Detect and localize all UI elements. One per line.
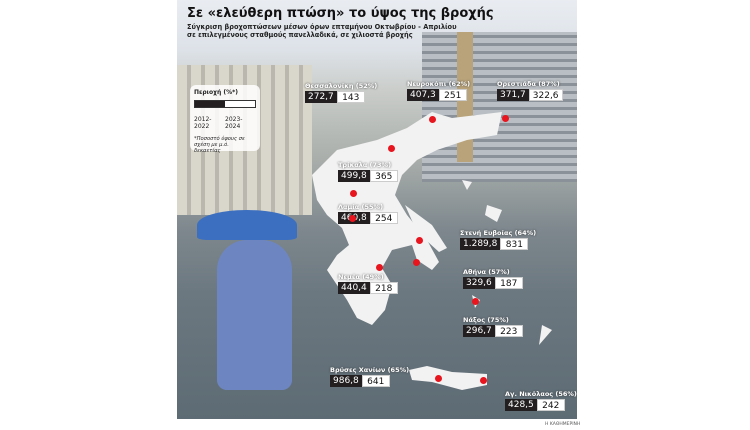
umbrella xyxy=(197,210,297,240)
station-values: 371,7 322,6 xyxy=(497,89,563,101)
greece-map xyxy=(312,112,552,390)
value-2012-2022: 296,7 xyxy=(463,325,495,337)
station-values: 986,8 641 xyxy=(330,375,390,387)
background-building xyxy=(422,32,577,182)
station-values: 296,7 223 xyxy=(463,325,523,337)
value-2012-2022: 499,8 xyxy=(338,170,370,182)
station-label: Νευροκόπι (62%) xyxy=(407,80,471,88)
evia xyxy=(405,205,447,252)
station-marker xyxy=(472,298,479,305)
page-title: Σε «ελεύθερη πτώση» το ύψος της βροχής xyxy=(187,6,494,21)
station-values: 428,5 242 xyxy=(505,399,565,411)
infographic: Σε «ελεύθερη πτώση» το ύψος της βροχής Σ… xyxy=(177,0,577,419)
value-2023-2024: 218 xyxy=(369,282,398,294)
station-label: Αθήνα (57%) xyxy=(463,268,510,276)
legend-note: *Ποσοστό ύψους σε σχέση με μ.ό. δεκαετία… xyxy=(194,136,245,154)
station-marker xyxy=(413,259,420,266)
value-2012-2022: 371,7 xyxy=(497,89,529,101)
islands xyxy=(462,180,552,345)
value-2012-2022: 440,4 xyxy=(338,282,370,294)
station-marker xyxy=(349,215,356,222)
crete xyxy=(409,366,487,390)
station-values: 440,4 218 xyxy=(338,282,398,294)
station-values: 1.289,8 831 xyxy=(460,238,529,250)
value-2023-2024: 365 xyxy=(369,170,398,182)
station-label: Τρίκαλα (73%) xyxy=(338,161,392,169)
value-2023-2024: 187 xyxy=(494,277,523,289)
station-label: Αγ. Νικόλαος (56%) xyxy=(505,390,577,398)
value-2012-2022: 329,6 xyxy=(463,277,495,289)
value-2023-2024: 254 xyxy=(369,212,398,224)
station-marker xyxy=(480,377,487,384)
value-2023-2024: 831 xyxy=(500,238,529,250)
value-2012-2022: 986,8 xyxy=(330,375,362,387)
mainland xyxy=(312,112,502,325)
station-marker xyxy=(376,264,383,271)
legend-title: Περιοχή (%*) xyxy=(194,89,238,96)
value-2023-2024: 641 xyxy=(361,375,390,387)
station-label: Λαμία (55%) xyxy=(338,203,384,211)
value-2012-2022: 407,3 xyxy=(407,89,439,101)
station-label: Στενή Ευβοίας (64%) xyxy=(460,229,537,237)
station-label: Θεσσαλονίκη (52%) xyxy=(305,82,378,90)
value-2012-2022: 1.289,8 xyxy=(460,238,501,250)
credit: Η ΚΑΘΗΜΕΡΙΝΗ xyxy=(545,422,581,427)
station-label: Ορεστιάδα (87%) xyxy=(497,80,560,88)
station-marker xyxy=(350,190,357,197)
woman-with-umbrella xyxy=(217,240,292,390)
station-marker xyxy=(388,145,395,152)
legend: Περιοχή (%*) 2012-2022 2023-2024 *Ποσοστό… xyxy=(190,85,260,154)
station-values: 272,7 143 xyxy=(305,91,365,103)
subtitle: σε επιλεγμένους σταθμούς πανελλαδικά, σε… xyxy=(187,31,413,39)
value-2023-2024: 223 xyxy=(494,325,523,337)
station-marker xyxy=(435,375,442,382)
legend-bar xyxy=(194,100,256,108)
value-2012-2022: 428,5 xyxy=(505,399,537,411)
value-2023-2024: 251 xyxy=(438,89,467,101)
value-2012-2022: 272,7 xyxy=(305,91,337,103)
station-values: 329,6 187 xyxy=(463,277,523,289)
subtitle: Σύγκριση βροχοπτώσεων μέσων όρων επταμήν… xyxy=(187,23,457,31)
value-2023-2024: 242 xyxy=(536,399,565,411)
station-values: 460,8254 xyxy=(338,212,398,224)
station-marker xyxy=(502,115,509,122)
station-values: 499,8 365 xyxy=(338,170,398,182)
legend-period1: 2012-2022 xyxy=(194,116,212,130)
legend-period2: 2023-2024 xyxy=(225,116,243,130)
station-label: Νεμέα (49%) xyxy=(338,273,384,281)
station-marker xyxy=(429,116,436,123)
station-label: Νάξος (75%) xyxy=(463,316,509,324)
station-label: Βρύσες Χανίων (65%) xyxy=(330,366,410,374)
value-2023-2024: 143 xyxy=(336,91,365,103)
station-values: 407,3 251 xyxy=(407,89,467,101)
value-2023-2024: 322,6 xyxy=(528,89,563,101)
station-marker xyxy=(416,237,423,244)
